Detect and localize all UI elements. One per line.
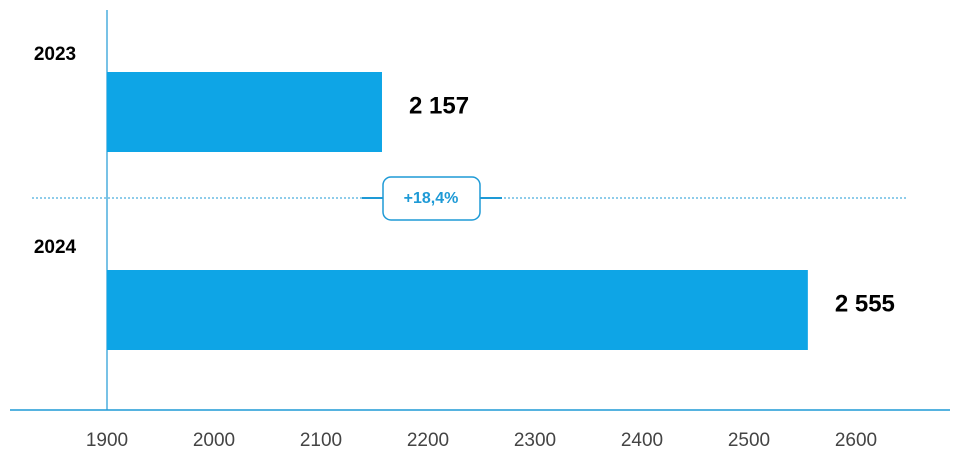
- value-label: 2 157: [409, 92, 469, 119]
- x-tick-label: 2200: [407, 430, 449, 451]
- x-tick-label: 2100: [300, 430, 342, 451]
- x-tick-label: 1900: [86, 430, 128, 451]
- category-label: 2023: [34, 44, 76, 65]
- annotation-box: [382, 176, 481, 221]
- x-tick-label: 2600: [835, 430, 877, 451]
- category-label: 2024: [34, 237, 77, 258]
- value-label: 2 555: [835, 290, 895, 317]
- x-tick-label: 2400: [621, 430, 663, 451]
- x-tick-label: 2000: [193, 430, 235, 451]
- bar: [107, 270, 808, 350]
- x-tick-label: 2500: [728, 430, 770, 451]
- bar: [107, 72, 382, 152]
- x-tick-label: 2300: [514, 430, 556, 451]
- annotation: +18,4%: [404, 190, 459, 207]
